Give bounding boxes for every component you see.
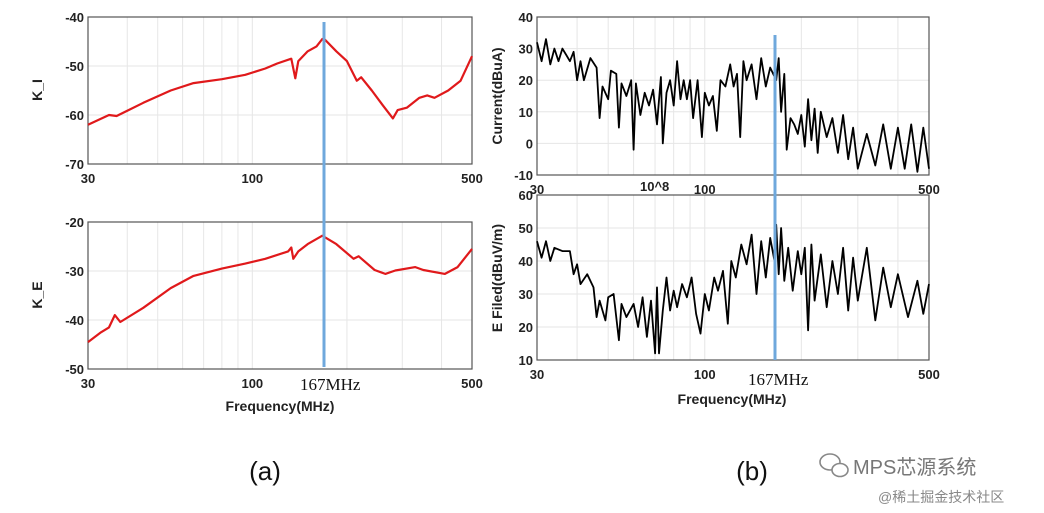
watermark-source: @稀土掘金技术社区 bbox=[878, 489, 1004, 505]
y-tick-label: -60 bbox=[65, 108, 84, 123]
y-tick-label: -40 bbox=[65, 313, 84, 328]
y-tick-label: -20 bbox=[65, 215, 84, 230]
watermark-brand: MPS芯源系统 bbox=[853, 456, 976, 479]
y-tick-label: 10 bbox=[519, 105, 533, 120]
x-tick-label: 100 bbox=[694, 182, 716, 197]
y-tick-label: 10 bbox=[519, 353, 533, 368]
x-axis-label-b: Frequency(MHz) bbox=[678, 391, 787, 407]
panel-label-b: (b) bbox=[736, 456, 768, 486]
x-tick-label: 30 bbox=[530, 182, 544, 197]
series-line-ke bbox=[87, 234, 473, 343]
plot-frame bbox=[87, 221, 473, 370]
y-tick-label: -70 bbox=[65, 157, 84, 172]
y-tick-label: -40 bbox=[65, 10, 84, 25]
y-tick-label: 20 bbox=[519, 320, 533, 335]
y-axis-label: E Filed(dBuV/m) bbox=[489, 224, 505, 332]
panel-label-a: (a) bbox=[249, 456, 281, 486]
x-tick-label: 500 bbox=[461, 171, 483, 186]
series-line-ef bbox=[536, 223, 930, 355]
y-tick-label: -50 bbox=[65, 59, 84, 74]
y-tick-label: -10 bbox=[514, 168, 533, 183]
y-tick-label: 50 bbox=[519, 221, 533, 236]
axis-exponent-label: 10^8 bbox=[640, 179, 669, 194]
y-tick-label: 0 bbox=[526, 136, 533, 151]
plot-frame bbox=[87, 16, 473, 165]
y-tick-label: 60 bbox=[519, 188, 533, 203]
y-tick-label: 30 bbox=[519, 287, 533, 302]
x-tick-label: 500 bbox=[461, 376, 483, 391]
series-line-ki bbox=[87, 37, 473, 126]
y-tick-label: -50 bbox=[65, 362, 84, 377]
y-tick-label: 20 bbox=[519, 73, 533, 88]
y-axis-label: K_E bbox=[29, 281, 45, 308]
y-tick-label: -30 bbox=[65, 264, 84, 279]
y-tick-label: 30 bbox=[519, 42, 533, 57]
x-axis-label-a: Frequency(MHz) bbox=[226, 398, 335, 414]
marker-label-b: 167MHz bbox=[748, 370, 809, 389]
y-axis-label: K_I bbox=[29, 79, 45, 101]
plot-frame bbox=[536, 194, 930, 361]
x-tick-label: 500 bbox=[918, 367, 940, 382]
x-tick-label: 30 bbox=[530, 367, 544, 382]
wechat-icon bbox=[819, 453, 849, 478]
x-tick-label: 30 bbox=[81, 376, 95, 391]
x-tick-label: 100 bbox=[241, 376, 263, 391]
marker-label-a: 167MHz bbox=[300, 375, 361, 394]
x-tick-label: 500 bbox=[918, 182, 940, 197]
y-tick-label: 40 bbox=[519, 10, 533, 25]
plot-frame bbox=[536, 16, 930, 176]
x-tick-label: 100 bbox=[241, 171, 263, 186]
y-tick-label: 40 bbox=[519, 254, 533, 269]
x-tick-label: 100 bbox=[694, 367, 716, 382]
y-axis-label: Current(dBuA) bbox=[489, 47, 505, 144]
series-line-cur bbox=[536, 38, 930, 173]
x-tick-label: 30 bbox=[81, 171, 95, 186]
